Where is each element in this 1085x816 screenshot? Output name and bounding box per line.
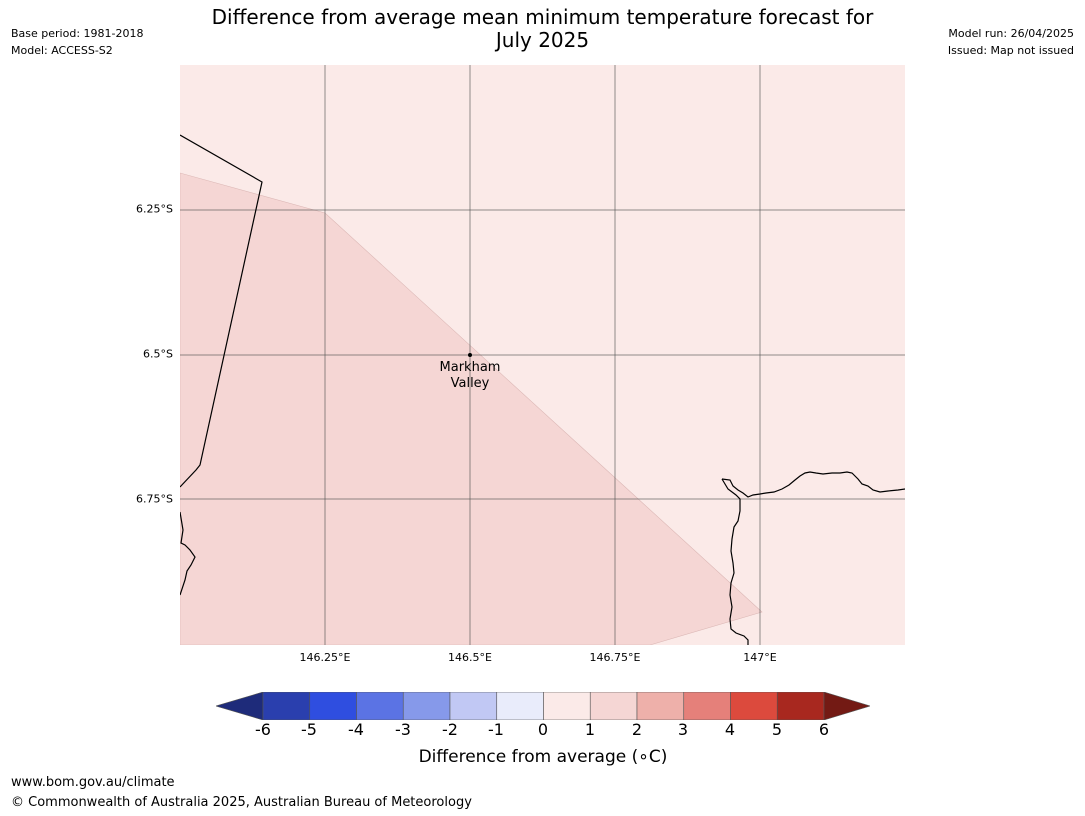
colorbar-bin <box>776 691 825 721</box>
latitude-label-6-75s: 6.75°S <box>136 492 173 506</box>
colorbar <box>214 691 872 721</box>
colorbar-bin <box>636 691 685 721</box>
colorbar-tick: -6 <box>255 720 271 739</box>
map-canvas <box>180 65 905 645</box>
colorbar-bin <box>402 691 451 721</box>
latitude-label-6-25s: 6.25°S <box>136 202 173 216</box>
colorbar-tick: 5 <box>771 720 783 739</box>
colorbar-tick: -4 <box>348 720 364 739</box>
colorbar-bin <box>730 691 778 721</box>
model-text: Model: ACCESS-S2 <box>11 44 113 57</box>
colorbar-tick: -3 <box>395 720 411 739</box>
colorbar-extend-low <box>214 691 264 721</box>
map-title: Difference from average mean minimum tem… <box>190 6 895 52</box>
issued-text: Issued: Map not issued <box>947 44 1074 57</box>
colorbar-bin <box>543 691 591 721</box>
base-period-text: Base period: 1981-2018 <box>11 27 144 40</box>
map-metadata-right: Model run: 26/04/2025 Issued: Map not is… <box>948 25 1074 59</box>
colorbar-extend-high <box>823 691 872 721</box>
colorbar-bin <box>589 691 638 721</box>
place-name-line2: Valley <box>450 376 490 391</box>
place-label-markham-valley: Markham Valley <box>440 360 501 392</box>
colorbar-tick: 6 <box>818 720 830 739</box>
colorbar-bin <box>356 691 404 721</box>
model-run-text: Model run: 26/04/2025 <box>948 27 1074 40</box>
latitude-label-6-5s: 6.5°S <box>143 347 173 361</box>
longitude-label-146-75e: 146.75°E <box>589 651 641 664</box>
longitude-label-146-5e: 146.5°E <box>448 651 492 664</box>
map-title-line2: July 2025 <box>495 28 590 52</box>
district-boundary <box>180 134 263 488</box>
colorbar-tick: 0 <box>537 720 549 739</box>
place-name-line1: Markham <box>439 360 501 375</box>
colorbar-tick: 2 <box>631 720 643 739</box>
longitude-label-147e: 147°E <box>743 651 777 664</box>
map-metadata-left: Base period: 1981-2018 Model: ACCESS-S2 <box>11 25 143 59</box>
map-title-line1: Difference from average mean minimum tem… <box>211 5 874 29</box>
colorbar-bin <box>309 691 357 721</box>
longitude-label-146-25e: 146.25°E <box>299 651 351 664</box>
footer-copyright: © Commonwealth of Australia 2025, Austra… <box>11 795 472 810</box>
colorbar-label: Difference from average (∘C) <box>418 747 668 767</box>
colorbar-tick: 3 <box>677 720 689 739</box>
colorbar-tick: -2 <box>442 720 458 739</box>
colorbar-tick: -1 <box>488 720 504 739</box>
colorbar-bin <box>449 691 498 721</box>
west-coastline <box>180 511 196 596</box>
footer-url[interactable]: www.bom.gov.au/climate <box>11 775 175 790</box>
colorbar-bin <box>683 691 731 721</box>
place-marker <box>468 353 472 357</box>
colorbar-tick: -5 <box>301 720 317 739</box>
colorbar-bin <box>496 691 544 721</box>
colorbar-tick: 4 <box>724 720 736 739</box>
huon-gulf-coastline <box>721 471 905 498</box>
graticule <box>180 65 905 645</box>
boundaries <box>180 134 905 645</box>
colorbar-tick: 1 <box>584 720 596 739</box>
east-coastline <box>721 478 749 645</box>
forecast-map[interactable] <box>180 65 905 645</box>
colorbar-bin <box>262 691 311 721</box>
